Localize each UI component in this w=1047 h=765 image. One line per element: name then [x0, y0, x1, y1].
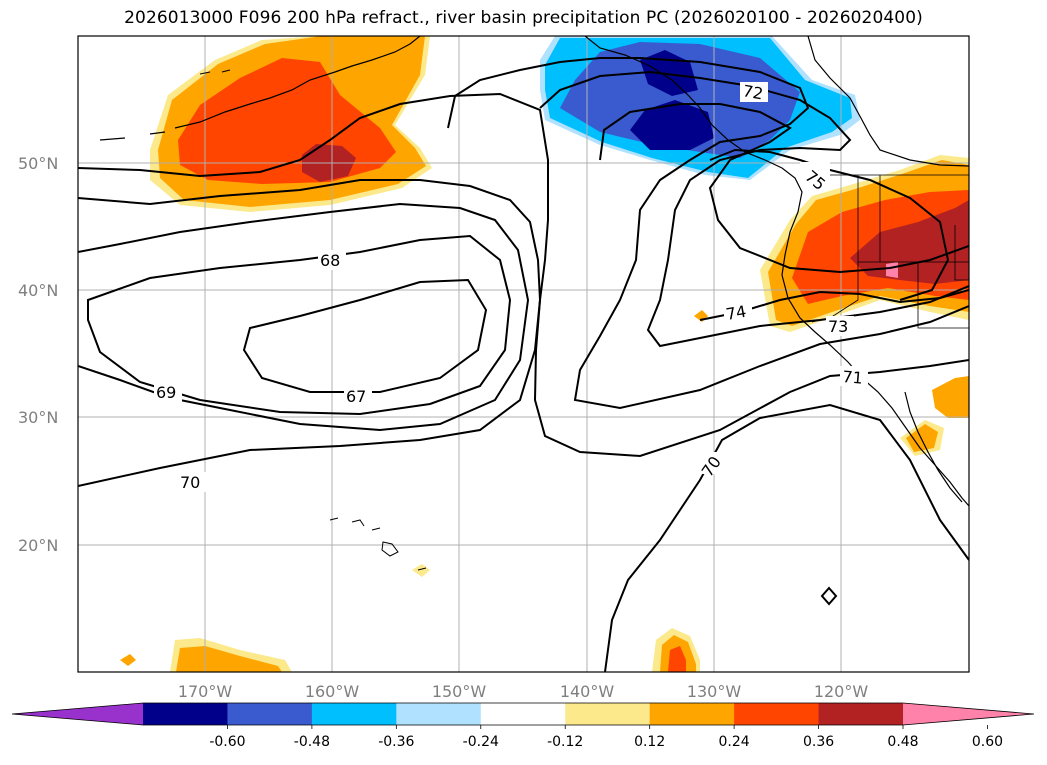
colorbar-tick-label: 0.48: [887, 734, 918, 750]
colorbar-tick-label: 0.60: [972, 734, 1003, 750]
colorbar: -0.60 -0.48 -0.36 -0.24 -0.12 0.12 0.24 0.36 0.4…: [11, 702, 1035, 750]
colorbar-swatch: [143, 703, 228, 725]
colorbar-swatch: [396, 703, 482, 725]
colorbar-tick-label: -0.48: [294, 734, 330, 750]
colorbar-swatch: [649, 703, 735, 725]
contour-72: [447, 57, 969, 410]
marker-diamond: [820, 586, 838, 606]
lat-label-50n: 50°N: [18, 154, 58, 173]
colorbar-swatch: [480, 703, 566, 725]
contour-label-69: 69: [156, 383, 176, 402]
colorbar-tick-label: 0.36: [803, 734, 834, 750]
contour-67: [242, 278, 488, 393]
contour-label-72: 72: [741, 81, 764, 103]
coast-hawaii: [329, 517, 399, 557]
colorbar-tick-label: -0.36: [378, 734, 414, 750]
colorbar-tick-label: 0.24: [719, 734, 750, 750]
fill-positive-dot-2: [120, 654, 136, 666]
contour-label-67: 67: [346, 387, 366, 406]
contour-70-north: [78, 179, 542, 487]
colorbar-outline: [11, 702, 1035, 726]
figure-title: 2026013000 F096 200 hPa refract., river …: [124, 8, 923, 28]
coast-islands: [199, 69, 427, 571]
contour-label-71: 71: [842, 367, 864, 388]
contour-label-70-west: 70: [180, 473, 200, 492]
label-bg-70a: [178, 472, 206, 492]
coast-aleutians: [99, 36, 421, 141]
colorbar-tick-label: -0.24: [463, 734, 499, 750]
fill-positive-sw-corner-orange: [176, 646, 282, 672]
fill-positive-west-pink: [886, 262, 898, 278]
label-bg-75: [800, 162, 830, 182]
label-bg-72: [740, 82, 768, 102]
contour-71: [78, 92, 969, 458]
contour-74: [599, 103, 969, 274]
contour-label-73: 73: [828, 317, 848, 336]
contour-label-74: 74: [724, 302, 747, 324]
lon-label-130w: 130°W: [687, 682, 742, 701]
lon-label-160w: 160°W: [305, 682, 360, 701]
fill-positive-dot-1: [412, 564, 430, 577]
lat-label-20n: 20°N: [18, 536, 58, 555]
fill-positive-sw: [932, 376, 969, 418]
contour-73: [539, 70, 969, 348]
label-bg-68: [318, 250, 346, 270]
label-bg-74: [724, 304, 752, 324]
colorbar-swatch: [227, 703, 313, 725]
contour-labels: 68 69 67 70 70 72 75 74 73 71: [154, 81, 868, 492]
refractivity-contours: [78, 57, 969, 672]
fill-negative-blue: [560, 42, 800, 158]
coast-alaska-bc: [584, 36, 969, 507]
colorbar-extend-low: [12, 703, 143, 725]
colorbar-tick-label: -0.12: [547, 734, 583, 750]
colorbar-tick-label: 0.12: [634, 734, 665, 750]
fill-positive-baja-orange: [906, 424, 938, 452]
lon-label-120w: 120°W: [814, 682, 869, 701]
label-bg-70b: [700, 452, 728, 474]
label-bg-67: [344, 386, 372, 406]
lat-label-40n: 40°N: [18, 281, 58, 300]
label-bg-73: [826, 316, 854, 336]
colorbar-swatch: [565, 703, 651, 725]
map-panel: 68 69 67 70 70 72 75 74 73 71: [77, 35, 970, 673]
lat-label-30n: 30°N: [18, 408, 58, 427]
longitude-labels: 170°W 160°W 150°W 140°W 130°W 120°W: [178, 682, 869, 701]
colorbar-extend-high: [903, 703, 1034, 725]
contour-70-south: [604, 403, 969, 672]
lon-label-140w: 140°W: [560, 682, 615, 701]
contour-75: [709, 148, 950, 301]
graticule: [78, 36, 969, 672]
label-bg-69: [154, 382, 182, 402]
fill-negative-navy: [630, 100, 714, 150]
colorbar-swatch: [734, 703, 820, 725]
label-bg-71: [840, 366, 868, 386]
colorbar-tick-label: -0.60: [209, 734, 245, 750]
latitude-labels: 50°N 40°N 30°N 20°N: [18, 154, 58, 555]
lon-label-150w: 150°W: [432, 682, 487, 701]
contour-label-68: 68: [320, 251, 340, 270]
lon-label-170w: 170°W: [178, 682, 233, 701]
fill-positive-south-red: [668, 646, 686, 672]
map-frame: [77, 35, 970, 673]
colorbar-swatch: [311, 703, 397, 725]
colorbar-swatch: [818, 703, 904, 725]
coast-baja: [904, 391, 963, 503]
contour-68: [87, 234, 512, 416]
contour-69: [78, 202, 530, 432]
coast-alaska-north: [807, 36, 969, 167]
